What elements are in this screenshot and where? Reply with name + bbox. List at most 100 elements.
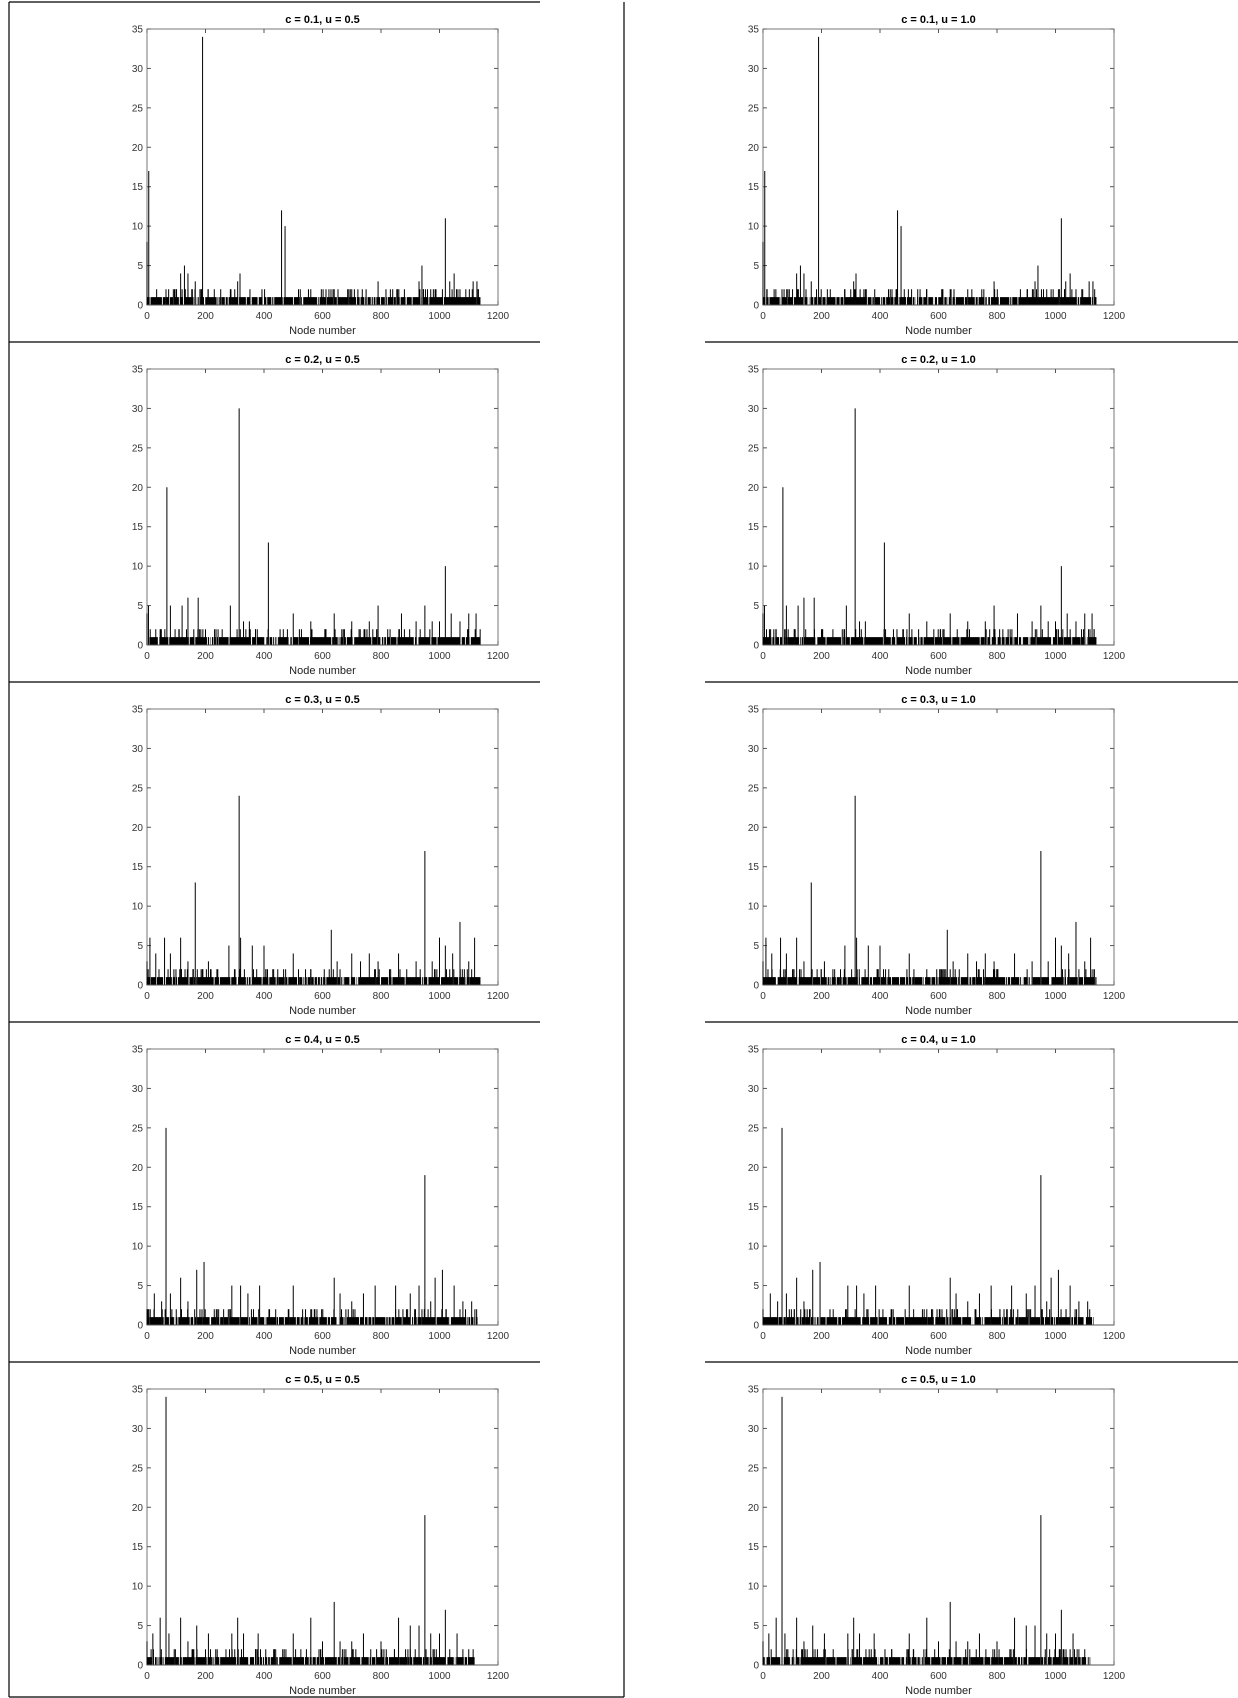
y-tick-label: 5 — [753, 941, 759, 952]
zero-gap — [851, 1657, 852, 1665]
zero-gap — [987, 297, 988, 305]
zero-gap — [359, 1317, 360, 1325]
zero-gap — [777, 977, 778, 985]
zero-gap — [405, 977, 406, 985]
zero-gap — [798, 977, 799, 985]
x-tick-label: 200 — [813, 651, 830, 662]
zero-gap — [991, 637, 992, 645]
x-tick-label: 1000 — [1044, 1671, 1067, 1682]
zero-gap — [801, 637, 802, 645]
zero-gap — [1011, 297, 1012, 305]
zero-gap — [297, 977, 298, 985]
x-tick-label: 1000 — [1044, 991, 1067, 1002]
y-tick-label: 25 — [748, 783, 760, 794]
zero-gap — [338, 637, 339, 645]
zero-gap — [1029, 637, 1030, 645]
zero-gap — [1019, 977, 1020, 985]
y-tick-label: 5 — [137, 1281, 143, 1292]
zero-gap — [1022, 637, 1023, 645]
x-axis-label: Node number — [905, 665, 972, 677]
y-tick-label: 0 — [137, 1661, 143, 1672]
zero-gap — [872, 977, 873, 985]
y-tick-label: 10 — [748, 1242, 760, 1253]
x-tick-label: 1000 — [1044, 1331, 1067, 1342]
zero-gap — [214, 1657, 215, 1665]
zero-gap — [968, 977, 969, 985]
zero-gap — [406, 297, 407, 305]
zero-gap — [217, 297, 218, 305]
zero-gap — [264, 1317, 265, 1325]
zero-gap — [248, 977, 249, 985]
zero-gap — [1023, 977, 1024, 985]
zero-gap — [251, 637, 252, 645]
zero-gap — [204, 297, 205, 305]
zero-gap — [418, 637, 419, 645]
zero-gap — [997, 637, 998, 645]
y-tick-label: 20 — [132, 483, 144, 494]
zero-gap — [1010, 977, 1011, 985]
x-tick-label: 600 — [314, 991, 331, 1002]
y-tick-label: 15 — [748, 1202, 760, 1213]
zero-gap — [225, 297, 226, 305]
zero-gap — [916, 297, 917, 305]
y-tick-label: 10 — [132, 902, 144, 913]
zero-gap — [905, 1657, 906, 1665]
zero-gap — [251, 297, 252, 305]
zero-gap — [194, 637, 195, 645]
y-tick-label: 35 — [132, 25, 144, 36]
zero-gap — [339, 637, 340, 645]
zero-gap — [795, 1657, 796, 1665]
x-tick-label: 400 — [872, 1671, 889, 1682]
x-tick-label: 600 — [930, 991, 947, 1002]
zero-gap — [163, 1657, 164, 1665]
zero-gap — [455, 1657, 456, 1665]
zero-gap — [1071, 637, 1072, 645]
zero-gap — [1043, 1657, 1044, 1665]
y-tick-label: 25 — [132, 443, 144, 454]
zero-gap — [955, 297, 956, 305]
zero-gap — [972, 1317, 973, 1325]
zero-gap — [172, 977, 173, 985]
y-tick-label: 30 — [748, 404, 760, 415]
zero-gap — [174, 1317, 175, 1325]
zero-gap — [454, 1657, 455, 1665]
y-tick-label: 0 — [753, 981, 759, 992]
zero-gap — [154, 1657, 155, 1665]
x-axis-label: Node number — [289, 1685, 356, 1697]
zero-gap — [943, 297, 944, 305]
x-tick-label: 1200 — [487, 311, 510, 322]
zero-gap — [367, 297, 368, 305]
x-axis-label: Node number — [905, 325, 972, 337]
y-tick-label: 15 — [748, 182, 760, 193]
zero-gap — [930, 1657, 931, 1665]
zero-gap — [263, 297, 264, 305]
zero-gap — [814, 1317, 815, 1325]
zero-gap — [157, 1657, 158, 1665]
zero-gap — [783, 1317, 784, 1325]
zero-gap — [392, 977, 393, 985]
table-frame — [9, 2, 1238, 1697]
zero-gap — [278, 1657, 279, 1665]
zero-gap — [356, 297, 357, 305]
subplot: c = 0.2, u = 0.5 0 5 10 15 20 25 30 35 0 200 400 600… — [132, 354, 510, 677]
y-tick-label: 30 — [132, 744, 144, 755]
y-tick-label: 35 — [132, 1045, 144, 1056]
zero-gap — [1086, 637, 1087, 645]
subplot: c = 0.4, u = 0.5051015202530350 200 400 600… — [132, 1034, 510, 1357]
x-tick-label: 200 — [197, 311, 214, 322]
y-tick-label: 20 — [132, 143, 144, 154]
x-tick-label: 0 — [144, 991, 150, 1002]
zero-gap — [169, 1317, 170, 1325]
zero-gap — [179, 297, 180, 305]
zero-gap — [978, 297, 979, 305]
zero-gap — [213, 1657, 214, 1665]
zero-gap — [1066, 977, 1067, 985]
zero-gap — [1085, 1317, 1086, 1325]
zero-gap — [919, 637, 920, 645]
y-tick-label: 10 — [748, 1582, 760, 1593]
zero-gap — [1005, 637, 1006, 645]
zero-gap — [891, 637, 892, 645]
x-tick-label: 600 — [930, 1671, 947, 1682]
zero-gap — [380, 637, 381, 645]
x-tick-label: 600 — [314, 651, 331, 662]
